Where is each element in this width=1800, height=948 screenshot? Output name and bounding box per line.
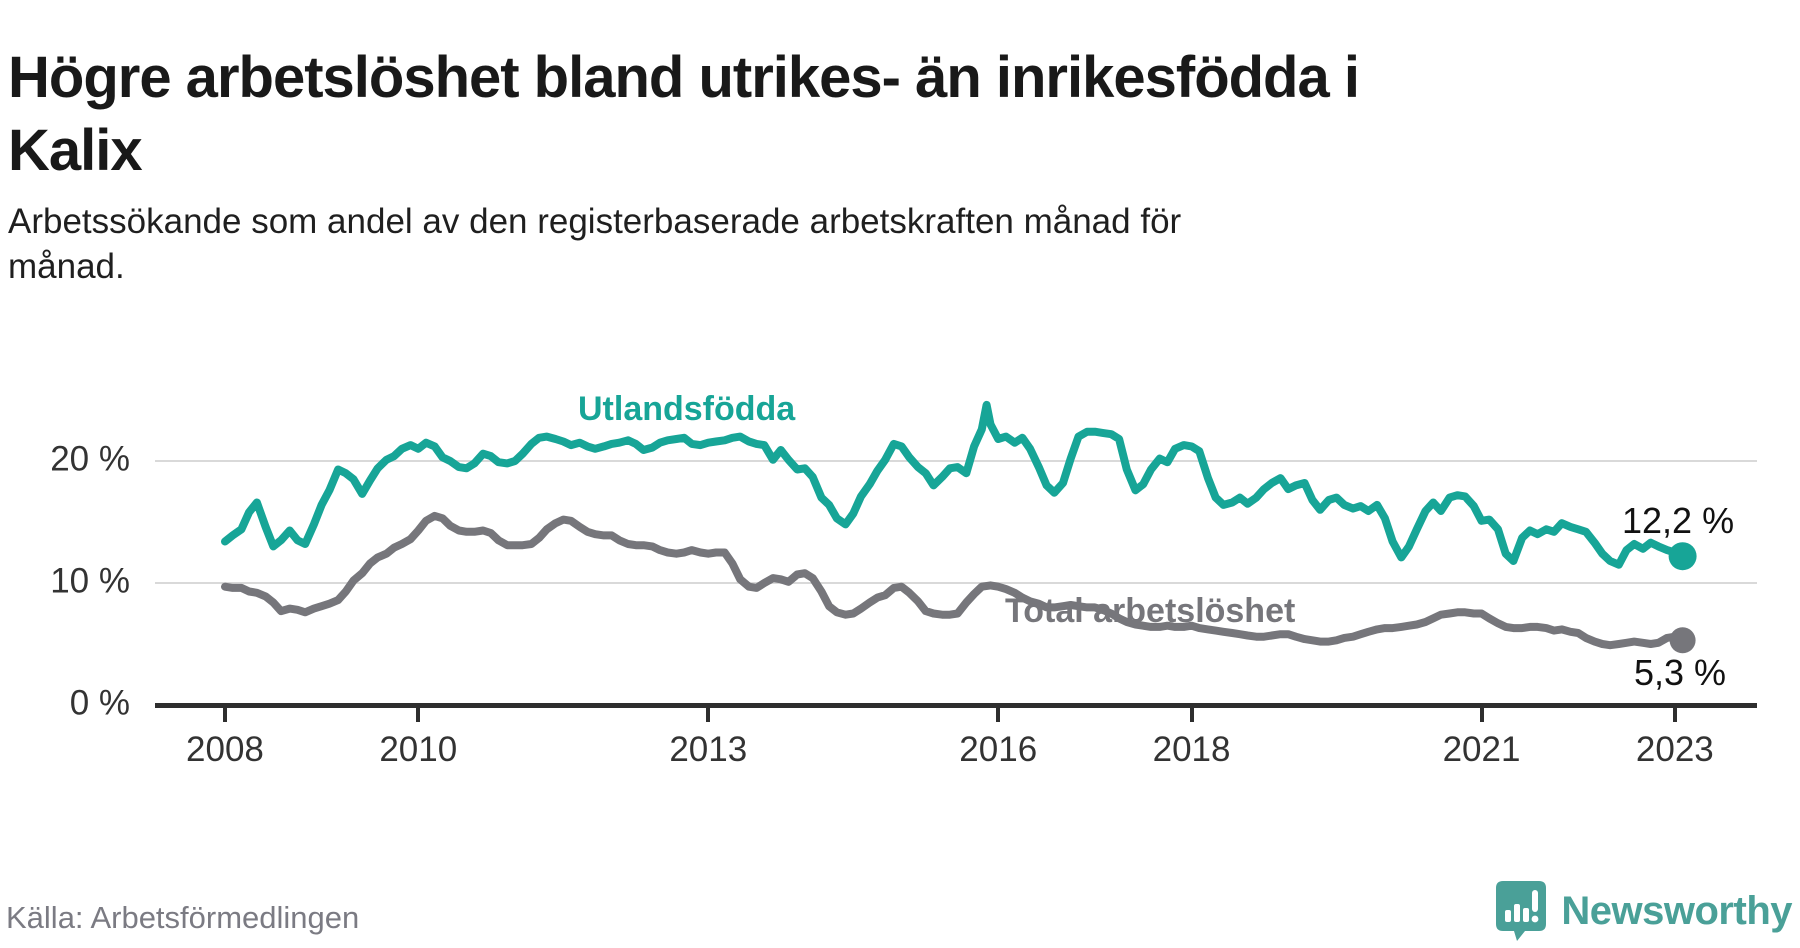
logo-bar-3 xyxy=(1523,908,1530,922)
x-tick-label-2021: 2021 xyxy=(1442,730,1521,769)
x-tick-mark-2010 xyxy=(416,708,421,722)
x-tick-label-2016: 2016 xyxy=(959,730,1038,769)
series-end-dot-utlandsfodda xyxy=(1668,542,1697,571)
series-line-utlandsfodda xyxy=(221,400,1687,569)
x-tick-mark-2008 xyxy=(222,708,227,722)
x-tick-mark-2018 xyxy=(1189,708,1194,722)
series-end-dot-total-arbetsloshet xyxy=(1669,627,1696,654)
logo-exclamation-dot xyxy=(1531,915,1539,923)
y-tick-label-20: 20 % xyxy=(50,439,130,479)
series-line-total-arbetsloshet xyxy=(221,511,1687,650)
page-title-line2: Kalix xyxy=(8,117,143,183)
page-title: Högre arbetslöshet bland utrikes- än inr… xyxy=(8,41,1608,187)
logo-bar-1 xyxy=(1505,910,1512,922)
x-tick-mark-2021 xyxy=(1479,708,1484,722)
value-label-total-arbetsloshet: 5,3 % xyxy=(1634,652,1727,693)
newsworthy-logo: Newsworthy xyxy=(1495,880,1792,942)
logo-bar-2 xyxy=(1514,904,1521,922)
y-tick-label-10: 10 % xyxy=(50,561,130,601)
value-label-utlandsfodda: 12,2 % xyxy=(1622,500,1735,541)
series-label-utlandsfodda: Utlandsfödda xyxy=(578,390,796,428)
x-tick-label-2013: 2013 xyxy=(669,730,748,769)
chart-subtitle-line1: Arbetssökande som andel av den registerb… xyxy=(8,202,1182,241)
newsworthy-wordmark: Newsworthy xyxy=(1561,888,1792,933)
gridline-10 xyxy=(155,582,1757,584)
x-tick-mark-2016 xyxy=(996,708,1001,722)
x-tick-label-2023: 2023 xyxy=(1635,730,1714,769)
x-axis-line xyxy=(155,703,1757,708)
x-tick-label-2018: 2018 xyxy=(1152,730,1231,769)
gridline-20 xyxy=(155,460,1757,462)
newsworthy-bubble-icon xyxy=(1496,881,1547,941)
x-tick-mark-2023 xyxy=(1672,708,1677,722)
y-tick-label-0: 0 % xyxy=(69,683,130,723)
logo-exclamation-bar xyxy=(1532,890,1539,912)
x-tick-mark-2013 xyxy=(706,708,711,722)
x-tick-label-2008: 2008 xyxy=(186,730,264,769)
source-note: Källa: Arbetsförmedlingen xyxy=(6,900,360,935)
chart-subtitle: Arbetssökande som andel av den registerb… xyxy=(8,199,1508,289)
x-tick-label-2010: 2010 xyxy=(379,730,458,769)
chart-subtitle-line2: månad. xyxy=(8,247,125,286)
page-title-line1: Högre arbetslöshet bland utrikes- än inr… xyxy=(8,44,1360,110)
series-label-total-arbetsloshet: Total arbetslöshet xyxy=(1005,592,1296,630)
